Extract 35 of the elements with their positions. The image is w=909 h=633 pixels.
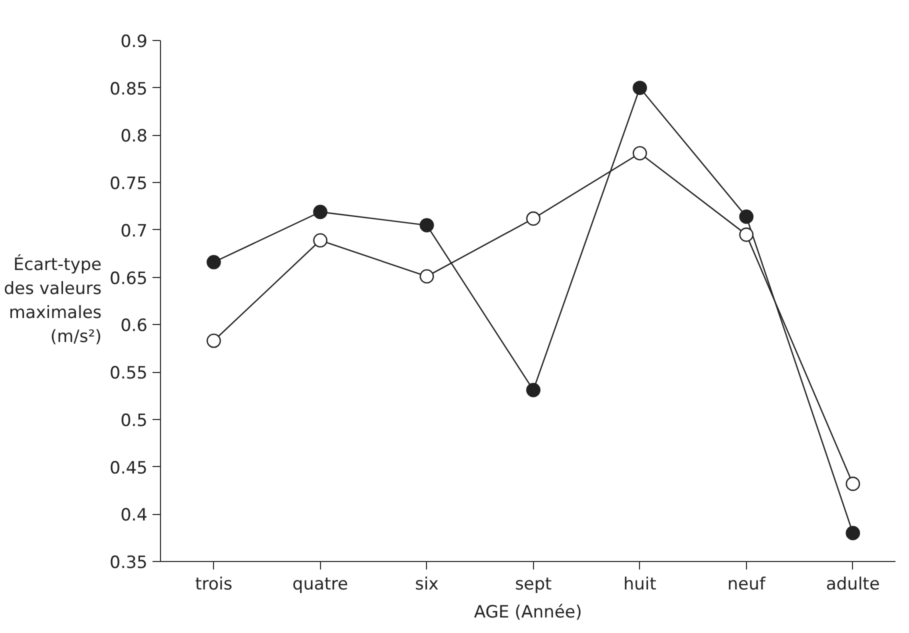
x-tick-label: six	[414, 574, 439, 594]
point	[420, 218, 434, 232]
point	[846, 526, 860, 540]
y-tick-label: 0.45	[110, 458, 148, 478]
x-axis-title: AGE (Année)	[474, 602, 582, 622]
x-tick-label: neuf	[727, 574, 766, 594]
y-tick-label: 0.7	[120, 221, 148, 242]
point	[206, 255, 221, 270]
y-tick-label: 0.8	[120, 126, 148, 147]
y-tick-label: 0.85	[110, 79, 148, 100]
y-tick-label: 0.4	[120, 506, 148, 526]
x-tick-label: adulte	[826, 574, 880, 594]
x-tick-label: sept	[514, 574, 552, 594]
point	[846, 476, 860, 491]
point	[526, 211, 540, 226]
point	[739, 210, 754, 224]
y-tick-label: 0.55	[110, 364, 148, 384]
point	[739, 228, 754, 242]
x-tick-label: quatre	[292, 574, 348, 594]
y-tick-label: 0.9	[120, 32, 148, 52]
point	[632, 146, 647, 160]
x-tick-label: trois	[195, 574, 233, 594]
y-tick-label: 0.65	[110, 268, 148, 289]
y-tick-label: 0.6	[120, 316, 148, 336]
y-tick-label: 0.5	[120, 410, 148, 431]
point	[526, 382, 540, 398]
point	[420, 269, 434, 284]
y-tick-label: 0.75	[110, 174, 148, 194]
point	[313, 233, 328, 248]
point	[206, 334, 221, 348]
y-axis-title: Écart-type des valeurs maximales (m/s²)	[4, 254, 102, 347]
point	[632, 80, 647, 95]
x-tick-label: huit	[623, 574, 657, 594]
y-tick-label: 0.35	[110, 553, 148, 573]
point	[313, 204, 328, 220]
